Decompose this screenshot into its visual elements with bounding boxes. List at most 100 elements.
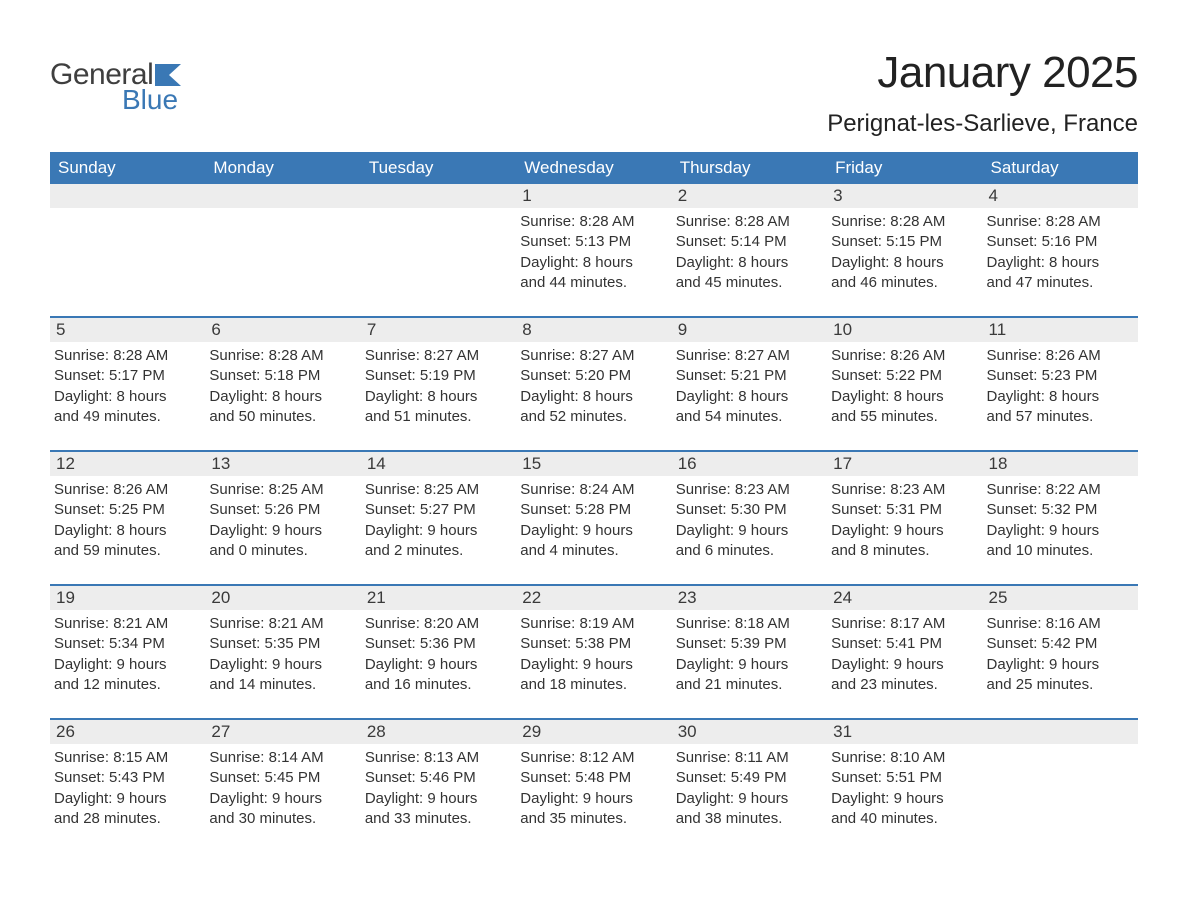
daylight-line2: and 49 minutes. xyxy=(54,407,199,427)
sunset-text: Sunset: 5:35 PM xyxy=(209,634,354,654)
sunrise-text: Sunrise: 8:16 AM xyxy=(987,614,1132,634)
calendar-cell: 17Sunrise: 8:23 AMSunset: 5:31 PMDayligh… xyxy=(827,452,982,562)
day-of-week-header: SundayMondayTuesdayWednesdayThursdayFrid… xyxy=(50,152,1138,184)
day-details: Sunrise: 8:20 AMSunset: 5:36 PMDaylight:… xyxy=(361,610,516,695)
sunrise-text: Sunrise: 8:24 AM xyxy=(520,480,665,500)
sunset-text: Sunset: 5:36 PM xyxy=(365,634,510,654)
day-number: 21 xyxy=(361,586,516,610)
day-details: Sunrise: 8:26 AMSunset: 5:22 PMDaylight:… xyxy=(827,342,982,427)
day-number: 16 xyxy=(672,452,827,476)
calendar-cell-empty xyxy=(361,184,516,294)
day-number: 31 xyxy=(827,720,982,744)
day-of-week-label: Tuesday xyxy=(361,152,516,184)
sunrise-text: Sunrise: 8:27 AM xyxy=(365,346,510,366)
calendar-cell: 9Sunrise: 8:27 AMSunset: 5:21 PMDaylight… xyxy=(672,318,827,428)
daylight-line1: Daylight: 8 hours xyxy=(365,387,510,407)
daylight-line1: Daylight: 9 hours xyxy=(365,789,510,809)
daylight-line2: and 45 minutes. xyxy=(676,273,821,293)
daylight-line1: Daylight: 9 hours xyxy=(987,521,1132,541)
calendar-cell: 26Sunrise: 8:15 AMSunset: 5:43 PMDayligh… xyxy=(50,720,205,830)
sunset-text: Sunset: 5:28 PM xyxy=(520,500,665,520)
daylight-line1: Daylight: 8 hours xyxy=(54,387,199,407)
day-of-week-label: Wednesday xyxy=(516,152,671,184)
calendar-cell: 1Sunrise: 8:28 AMSunset: 5:13 PMDaylight… xyxy=(516,184,671,294)
daylight-line2: and 40 minutes. xyxy=(831,809,976,829)
day-details: Sunrise: 8:27 AMSunset: 5:19 PMDaylight:… xyxy=(361,342,516,427)
day-details: Sunrise: 8:23 AMSunset: 5:31 PMDaylight:… xyxy=(827,476,982,561)
day-number: 13 xyxy=(205,452,360,476)
day-of-week-label: Sunday xyxy=(50,152,205,184)
daylight-line1: Daylight: 8 hours xyxy=(209,387,354,407)
day-number: 2 xyxy=(672,184,827,208)
daylight-line2: and 44 minutes. xyxy=(520,273,665,293)
day-number: 11 xyxy=(983,318,1138,342)
daylight-line2: and 35 minutes. xyxy=(520,809,665,829)
daylight-line2: and 16 minutes. xyxy=(365,675,510,695)
day-details: Sunrise: 8:28 AMSunset: 5:13 PMDaylight:… xyxy=(516,208,671,293)
calendar-cell: 18Sunrise: 8:22 AMSunset: 5:32 PMDayligh… xyxy=(983,452,1138,562)
calendar-cell: 21Sunrise: 8:20 AMSunset: 5:36 PMDayligh… xyxy=(361,586,516,696)
calendar-week: 19Sunrise: 8:21 AMSunset: 5:34 PMDayligh… xyxy=(50,584,1138,696)
day-number: 17 xyxy=(827,452,982,476)
sunrise-text: Sunrise: 8:19 AM xyxy=(520,614,665,634)
logo: General Blue xyxy=(50,58,189,116)
calendar-cell-empty xyxy=(205,184,360,294)
day-details: Sunrise: 8:26 AMSunset: 5:25 PMDaylight:… xyxy=(50,476,205,561)
calendar-cell: 22Sunrise: 8:19 AMSunset: 5:38 PMDayligh… xyxy=(516,586,671,696)
daylight-line2: and 52 minutes. xyxy=(520,407,665,427)
day-details: Sunrise: 8:13 AMSunset: 5:46 PMDaylight:… xyxy=(361,744,516,829)
daylight-line2: and 4 minutes. xyxy=(520,541,665,561)
sunset-text: Sunset: 5:49 PM xyxy=(676,768,821,788)
day-of-week-label: Thursday xyxy=(672,152,827,184)
day-number xyxy=(50,184,205,208)
day-number: 20 xyxy=(205,586,360,610)
calendar-week: 1Sunrise: 8:28 AMSunset: 5:13 PMDaylight… xyxy=(50,184,1138,294)
daylight-line2: and 14 minutes. xyxy=(209,675,354,695)
day-details: Sunrise: 8:21 AMSunset: 5:34 PMDaylight:… xyxy=(50,610,205,695)
sunset-text: Sunset: 5:43 PM xyxy=(54,768,199,788)
day-number: 5 xyxy=(50,318,205,342)
sunset-text: Sunset: 5:17 PM xyxy=(54,366,199,386)
sunrise-text: Sunrise: 8:13 AM xyxy=(365,748,510,768)
calendar-cell: 31Sunrise: 8:10 AMSunset: 5:51 PMDayligh… xyxy=(827,720,982,830)
sunrise-text: Sunrise: 8:12 AM xyxy=(520,748,665,768)
day-number: 3 xyxy=(827,184,982,208)
day-details: Sunrise: 8:19 AMSunset: 5:38 PMDaylight:… xyxy=(516,610,671,695)
daylight-line2: and 25 minutes. xyxy=(987,675,1132,695)
day-number: 14 xyxy=(361,452,516,476)
daylight-line2: and 51 minutes. xyxy=(365,407,510,427)
daylight-line1: Daylight: 9 hours xyxy=(520,655,665,675)
calendar-cell: 20Sunrise: 8:21 AMSunset: 5:35 PMDayligh… xyxy=(205,586,360,696)
calendar-week: 12Sunrise: 8:26 AMSunset: 5:25 PMDayligh… xyxy=(50,450,1138,562)
sunset-text: Sunset: 5:27 PM xyxy=(365,500,510,520)
calendar-cell-empty xyxy=(983,720,1138,830)
calendar-week: 26Sunrise: 8:15 AMSunset: 5:43 PMDayligh… xyxy=(50,718,1138,830)
sunset-text: Sunset: 5:46 PM xyxy=(365,768,510,788)
sunset-text: Sunset: 5:51 PM xyxy=(831,768,976,788)
calendar-cell: 19Sunrise: 8:21 AMSunset: 5:34 PMDayligh… xyxy=(50,586,205,696)
sunrise-text: Sunrise: 8:20 AM xyxy=(365,614,510,634)
day-number: 30 xyxy=(672,720,827,744)
sunset-text: Sunset: 5:30 PM xyxy=(676,500,821,520)
daylight-line1: Daylight: 8 hours xyxy=(831,253,976,273)
day-number: 1 xyxy=(516,184,671,208)
day-number: 23 xyxy=(672,586,827,610)
sunrise-text: Sunrise: 8:11 AM xyxy=(676,748,821,768)
day-number: 27 xyxy=(205,720,360,744)
day-number: 12 xyxy=(50,452,205,476)
sunset-text: Sunset: 5:20 PM xyxy=(520,366,665,386)
day-details: Sunrise: 8:27 AMSunset: 5:21 PMDaylight:… xyxy=(672,342,827,427)
sunrise-text: Sunrise: 8:28 AM xyxy=(54,346,199,366)
day-of-week-label: Saturday xyxy=(983,152,1138,184)
calendar-cell: 10Sunrise: 8:26 AMSunset: 5:22 PMDayligh… xyxy=(827,318,982,428)
sunset-text: Sunset: 5:45 PM xyxy=(209,768,354,788)
calendar-cell: 8Sunrise: 8:27 AMSunset: 5:20 PMDaylight… xyxy=(516,318,671,428)
daylight-line2: and 50 minutes. xyxy=(209,407,354,427)
sunset-text: Sunset: 5:19 PM xyxy=(365,366,510,386)
daylight-line2: and 12 minutes. xyxy=(54,675,199,695)
day-number: 8 xyxy=(516,318,671,342)
calendar-cell: 4Sunrise: 8:28 AMSunset: 5:16 PMDaylight… xyxy=(983,184,1138,294)
day-number xyxy=(361,184,516,208)
day-details: Sunrise: 8:18 AMSunset: 5:39 PMDaylight:… xyxy=(672,610,827,695)
day-number: 10 xyxy=(827,318,982,342)
